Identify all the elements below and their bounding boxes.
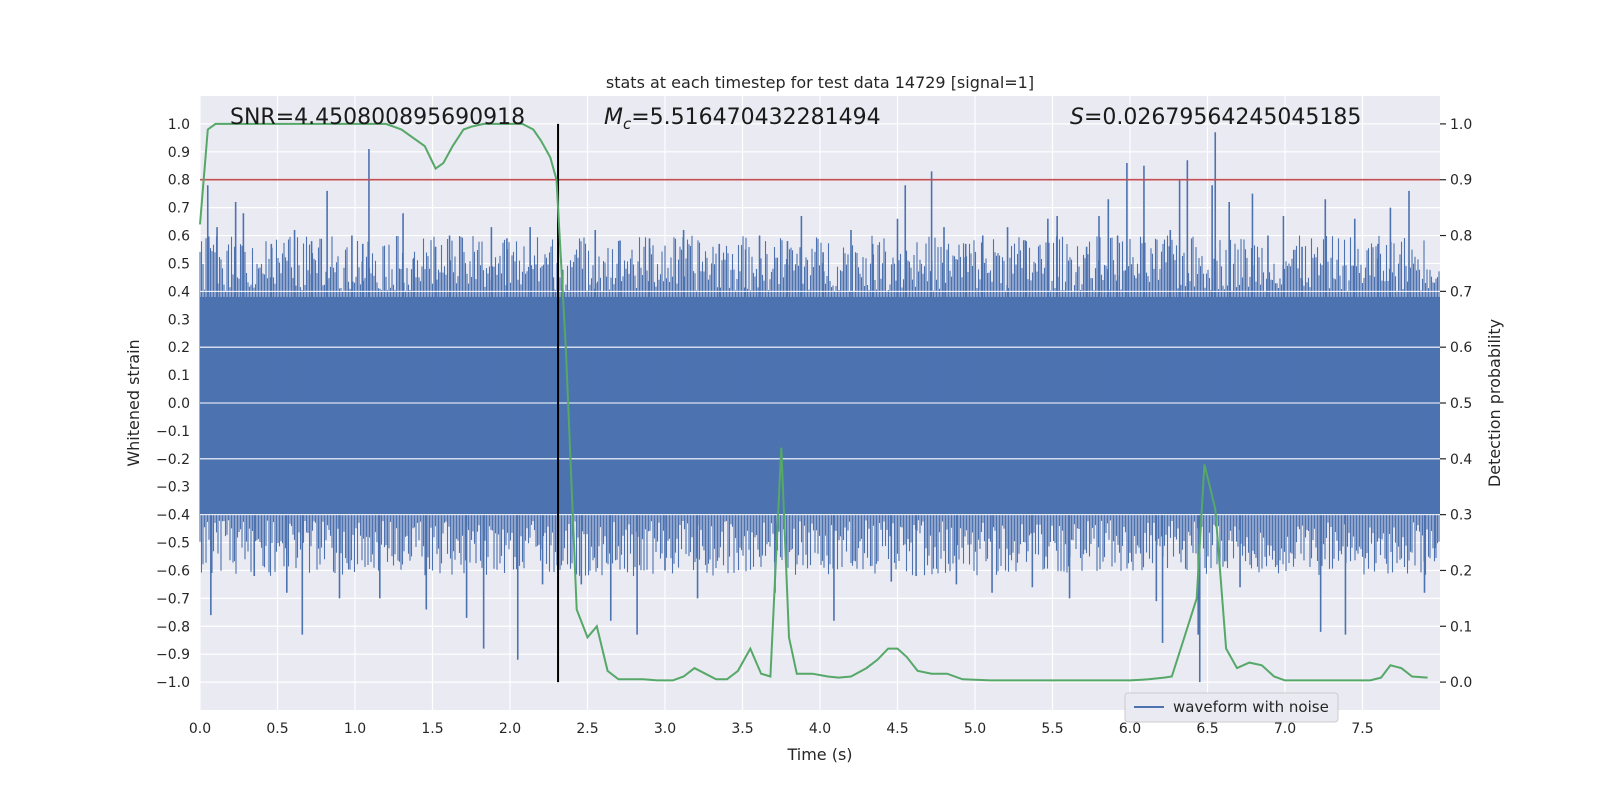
x-tick-label: 4.0 (809, 721, 831, 737)
waveform-series (199, 132, 1440, 683)
x-tick-label: 5.5 (1041, 721, 1063, 737)
y-tick-label: −1.0 (156, 675, 190, 691)
legend-label-waveform: waveform with noise (1173, 698, 1329, 716)
x-tick-label: 7.0 (1274, 721, 1296, 737)
legend: waveform with noise (1124, 692, 1339, 723)
x-tick-label: 3.0 (654, 721, 676, 737)
y2-tick-label: 0.0 (1450, 675, 1472, 691)
y-tick-label: −0.9 (156, 647, 190, 663)
y-tick-label: 1.0 (168, 117, 190, 133)
chirp-mass-value: =5.516470432281494 (631, 105, 880, 130)
y2-tick-labels: 1.0 0.9 0.8 0.7 0.6 0.5 0.4 0.3 0.2 0.1 0.0 (1440, 117, 1472, 691)
probability-line (199, 122, 1428, 682)
y-tick-label: 0.0 (168, 396, 190, 412)
y-tick-label: 0.1 (168, 368, 190, 384)
x-tick-labels: 0.0 0.5 1.0 1.5 2.0 2.5 3.0 3.5 4.0 4.5 5.0 5.5 6.0 6… (189, 721, 1374, 737)
x-tick-label: 0.5 (266, 721, 288, 737)
y2-tick-label: 0.2 (1450, 563, 1472, 579)
y-tick-label: 0.6 (168, 229, 190, 245)
y-tick-label: −0.1 (156, 424, 190, 440)
x-tick-label: 1.0 (344, 721, 366, 737)
x-tick-label: 2.0 (499, 721, 521, 737)
y-tick-label: −0.7 (156, 591, 190, 607)
y2-tick-label: 0.6 (1450, 340, 1472, 356)
y-tick-label: −0.4 (156, 508, 190, 524)
x-tick-label: 6.5 (1196, 721, 1218, 737)
y2-tick-label: 1.0 (1450, 117, 1472, 133)
y2-tick-label: 0.9 (1450, 173, 1472, 189)
chirp-mass-subscript: c (623, 115, 632, 133)
x-tick-label: 7.5 (1351, 721, 1373, 737)
y-tick-label: 0.5 (168, 256, 190, 272)
y2-tick-label: 0.8 (1450, 229, 1472, 245)
probability-series (199, 122, 1428, 682)
y-tick-label: −0.3 (156, 480, 190, 496)
y2-axis-label: Detection probability (1485, 319, 1504, 487)
snr-annotation: SNR=4.450800895690918 (230, 105, 525, 130)
x-tick-label: 3.5 (731, 721, 753, 737)
y-tick-label: 0.3 (168, 312, 190, 328)
y2-tick-label: 0.1 (1450, 619, 1472, 635)
chirp-mass-symbol: M (604, 105, 623, 130)
x-tick-label: 5.0 (964, 721, 986, 737)
y-tick-label: 0.2 (168, 340, 190, 356)
x-tick-label: 2.5 (576, 721, 598, 737)
y2-tick-label: 0.7 (1450, 284, 1472, 300)
y-axis-label: Whitened strain (124, 339, 143, 466)
chirp-mass-annotation: Mc=5.516470432281494 (604, 105, 881, 133)
y-tick-label: −0.8 (156, 619, 190, 635)
x-tick-label: 6.0 (1119, 721, 1141, 737)
s-annotation: S=0.02679564245045185 (1070, 105, 1361, 130)
s-value: =0.02679564245045185 (1084, 105, 1361, 130)
x-tick-label: 0.0 (189, 721, 211, 737)
y2-tick-label: 0.5 (1450, 396, 1472, 412)
y-tick-label: −0.6 (156, 563, 190, 579)
y-tick-label: 0.8 (168, 173, 190, 189)
chart-title: stats at each timestep for test data 147… (606, 73, 1034, 92)
x-tick-label: 1.5 (421, 721, 443, 737)
y-tick-labels: 1.0 0.9 0.8 0.7 0.6 0.5 0.4 0.3 0.2 0.1 0.0 −0.1 −0.… (156, 117, 190, 691)
legend-box (1124, 692, 1339, 723)
y2-tick-label: 0.3 (1450, 508, 1472, 524)
y-tick-label: 0.9 (168, 145, 190, 161)
x-tick-label: 4.5 (886, 721, 908, 737)
x-axis-label: Time (s) (786, 745, 852, 764)
y-tick-label: 0.7 (168, 201, 190, 217)
y-tick-label: −0.5 (156, 536, 190, 552)
y-tick-label: 0.4 (168, 284, 190, 300)
y2-tick-label: 0.4 (1450, 452, 1472, 468)
s-symbol: S (1070, 105, 1084, 130)
y-tick-label: −0.2 (156, 452, 190, 468)
